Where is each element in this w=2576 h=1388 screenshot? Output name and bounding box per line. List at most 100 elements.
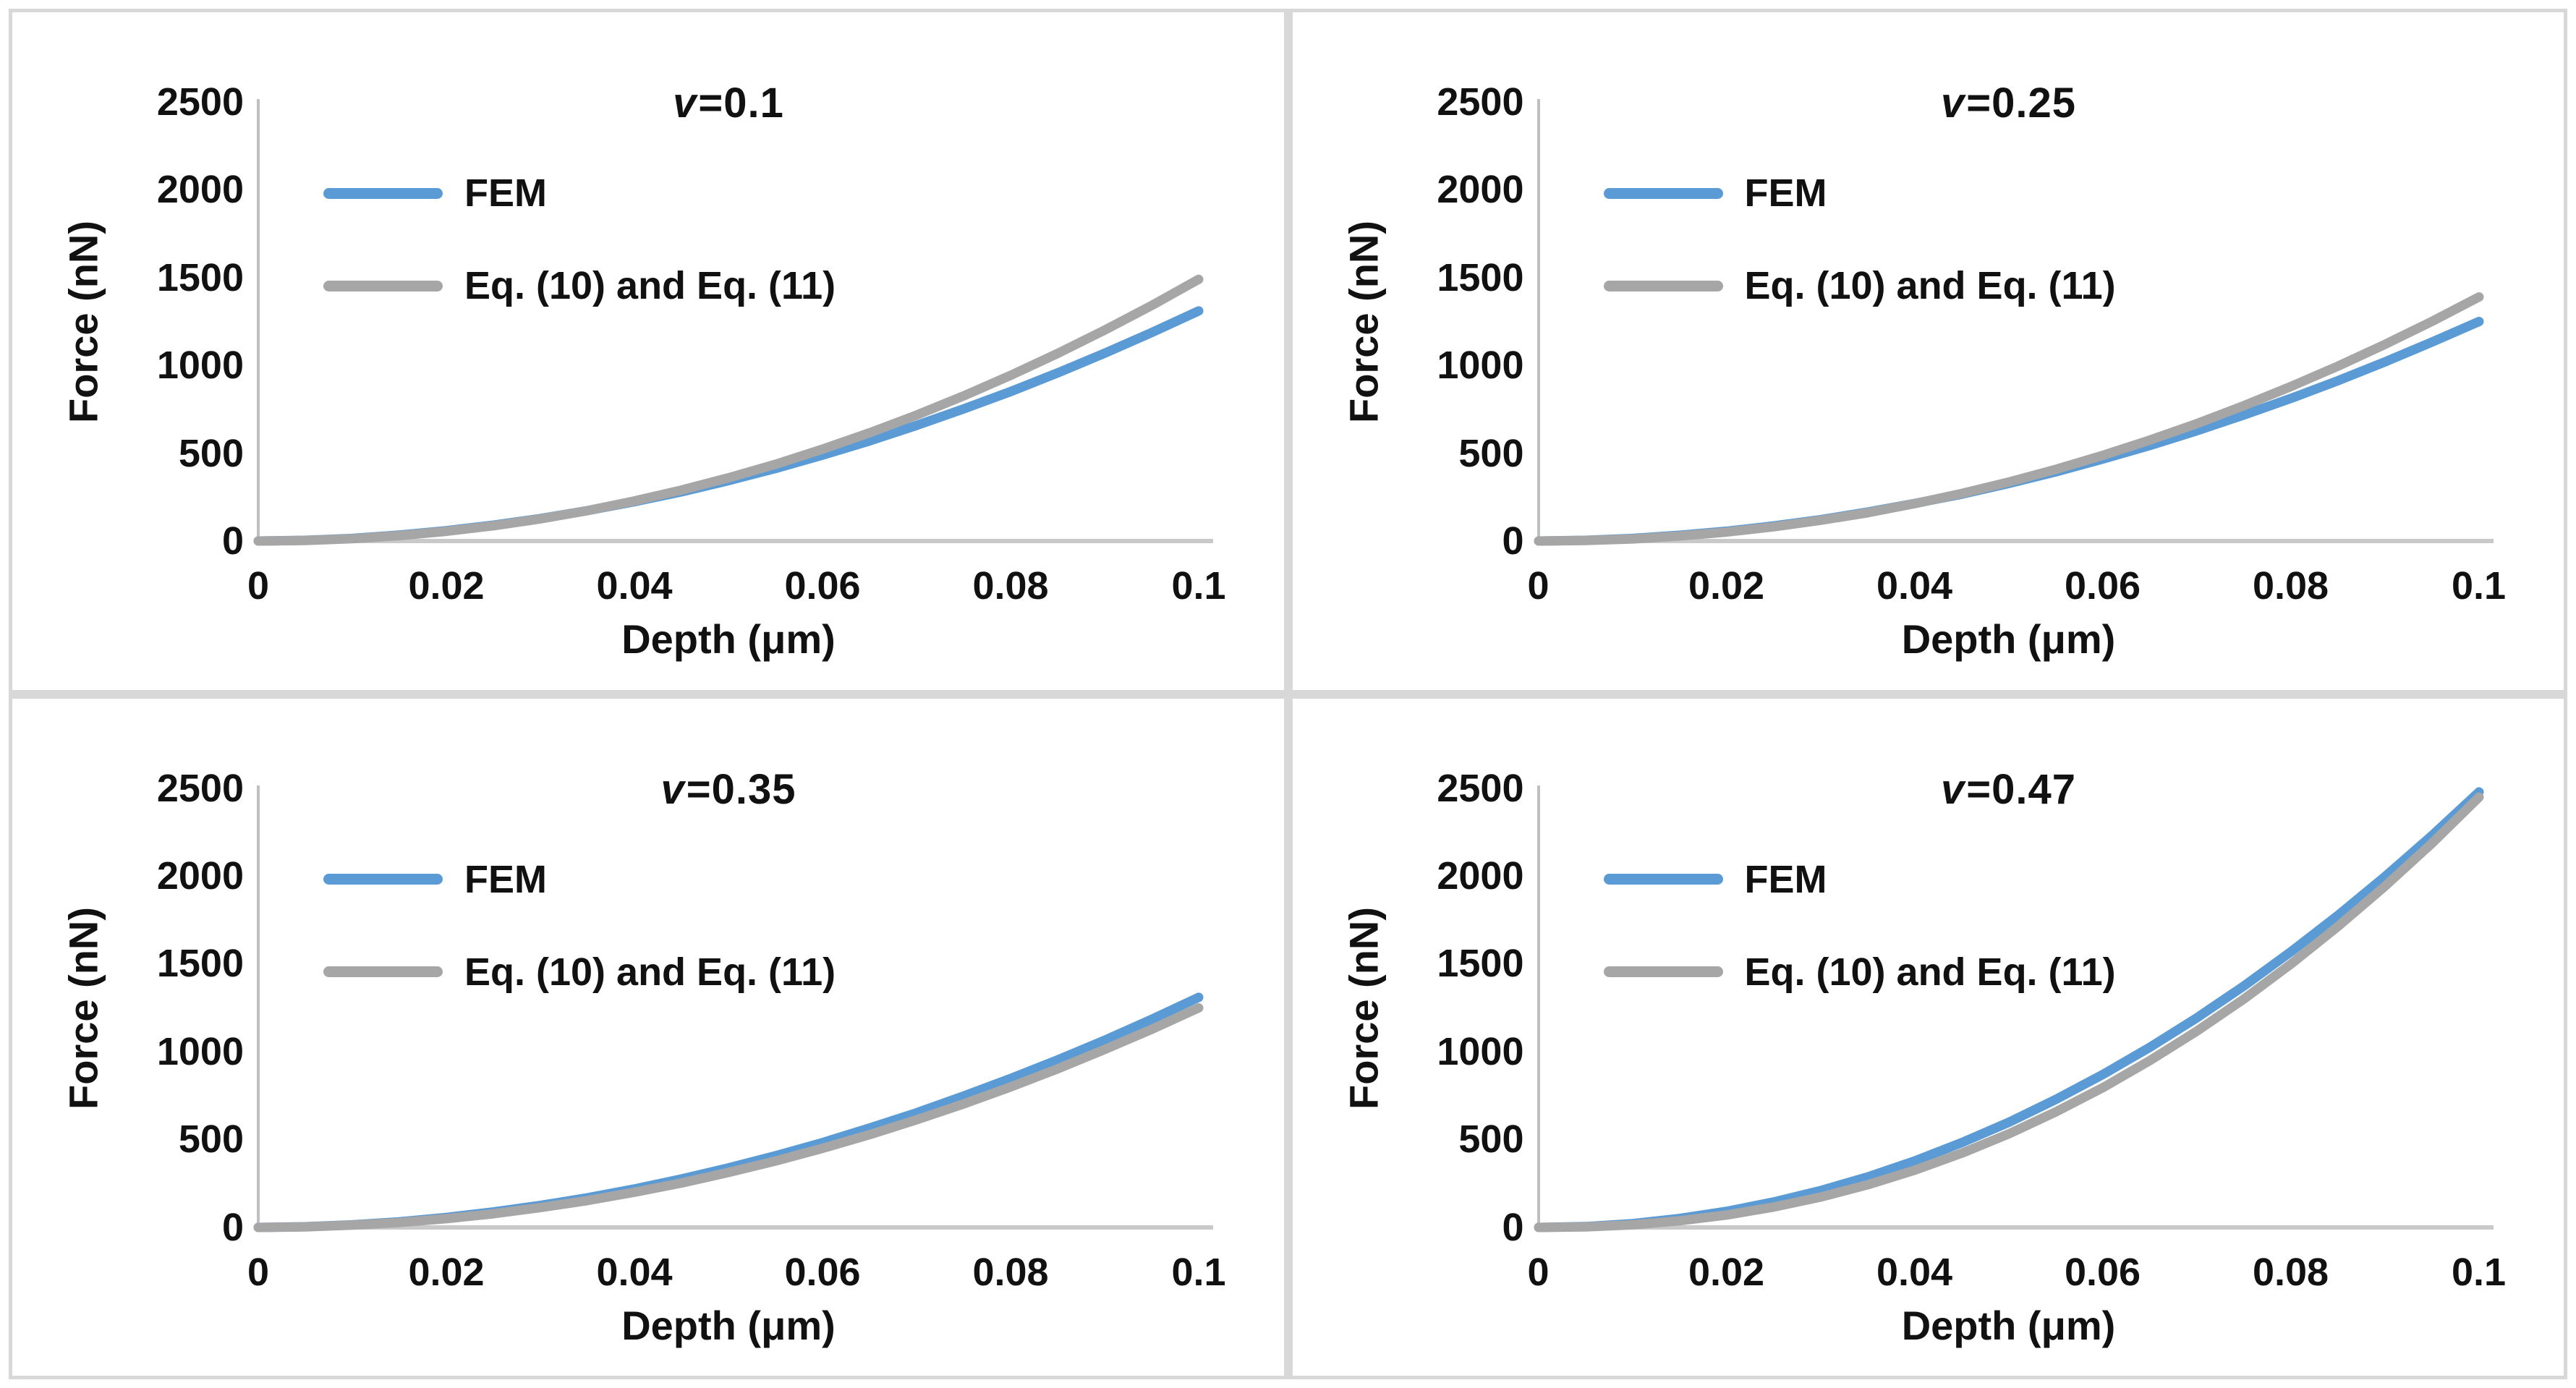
legend-label-fem: FEM — [464, 171, 547, 215]
figure-grid: v=0.1 Force (nN) FEM Eq. (10) and Eq. (1… — [9, 9, 2567, 1379]
x-tick-label: 0.02 — [1688, 1250, 1765, 1294]
legend: FEM Eq. (10) and Eq. (11) — [1539, 788, 2479, 1227]
chart-title-symbol: v — [1940, 765, 1965, 813]
chart-panel-v047: v=0.47 Force (nN) FEM Eq. (10) and Eq. (… — [1292, 698, 2564, 1376]
y-tick-label: 1500 — [1437, 255, 1524, 299]
y-tick-label: 2500 — [1437, 766, 1524, 810]
chart-title-value: =0.25 — [1966, 80, 2077, 127]
legend: FEM Eq. (10) and Eq. (11) — [258, 788, 1199, 1227]
y-tick-label: 2500 — [156, 80, 244, 124]
y-tick-label: 2000 — [156, 168, 244, 212]
y-tick-label: 1500 — [156, 942, 244, 986]
x-tick-label: 0.08 — [2252, 564, 2329, 608]
x-axis-title: Depth (μm) — [621, 616, 836, 662]
chart-title-value: =0.1 — [698, 80, 784, 127]
y-tick-label: 0 — [1502, 1205, 1524, 1249]
chart-title-value: =0.47 — [1966, 765, 2077, 813]
plot-area — [253, 99, 1213, 546]
x-tick-label: 0.1 — [2451, 564, 2507, 608]
legend-label-eq: Eq. (10) and Eq. (11) — [464, 950, 836, 994]
x-axis-title: Depth (μm) — [621, 1302, 836, 1348]
y-tick-label: 2000 — [1437, 168, 1524, 212]
y-tick-label: 2500 — [156, 766, 244, 810]
chart-title: v=0.35 — [258, 765, 1199, 814]
x-tick-label: 0.06 — [2064, 1250, 2141, 1294]
eq-line — [253, 274, 1204, 546]
y-tick-label: 1000 — [156, 344, 244, 388]
fem-line-swatch — [1603, 187, 1723, 199]
x-tick-label: 0.08 — [2252, 1250, 2329, 1294]
fem-line-swatch — [323, 187, 443, 199]
eq-line-swatch — [323, 280, 443, 291]
y-axis-title: Force (nN) — [1340, 221, 1386, 423]
x-tick-label: 0.1 — [1171, 1250, 1226, 1294]
x-tick-label: 0.08 — [972, 1250, 1049, 1294]
x-axis-title: Depth (μm) — [1901, 616, 2116, 662]
x-tick-label: 0.04 — [1876, 564, 1953, 608]
chart-title: v=0.25 — [1539, 79, 2479, 127]
y-tick-label: 1000 — [1437, 344, 1524, 388]
y-tick-label: 1000 — [156, 1029, 244, 1073]
legend-label-eq: Eq. (10) and Eq. (11) — [1744, 950, 2116, 994]
y-tick-label: 0 — [221, 1205, 244, 1249]
eq-line-swatch — [1603, 280, 1723, 291]
x-axis-title: Depth (μm) — [1901, 1302, 2116, 1348]
x-tick-label: 0.02 — [408, 1250, 485, 1294]
y-axis-title: Force (nN) — [60, 221, 106, 423]
legend-item-fem: FEM — [323, 857, 547, 902]
legend-label-eq: Eq. (10) and Eq. (11) — [1744, 264, 2116, 307]
chart-title-symbol: v — [673, 80, 697, 127]
legend-item-eq: Eq. (10) and Eq. (11) — [1603, 263, 2116, 308]
y-tick-label: 2000 — [1437, 853, 1524, 898]
eq-line — [1534, 292, 2483, 546]
x-tick-label: 0.06 — [784, 1250, 861, 1294]
x-tick-label: 0.04 — [596, 564, 673, 608]
y-axis-title: Force (nN) — [1340, 906, 1386, 1110]
x-tick-label: 0.02 — [408, 564, 485, 608]
fem-line-swatch — [1603, 874, 1723, 885]
x-tick-label: 0.06 — [2064, 564, 2141, 608]
x-tick-label: 0.1 — [2451, 1250, 2507, 1294]
chart-title: v=0.1 — [258, 79, 1199, 127]
chart-title-value: =0.35 — [686, 765, 796, 813]
y-tick-label: 2000 — [156, 853, 244, 898]
chart-title-symbol: v — [1940, 80, 1965, 127]
y-tick-label: 1000 — [1437, 1029, 1524, 1073]
x-tick-label: 0.04 — [1876, 1250, 1953, 1294]
x-tick-label: 0 — [1527, 564, 1550, 608]
legend-item-eq: Eq. (10) and Eq. (11) — [1603, 950, 2116, 995]
y-axis-title: Force (nN) — [60, 906, 106, 1110]
eq-line-swatch — [1603, 966, 1723, 977]
y-tick-label: 1500 — [1437, 942, 1524, 986]
chart-panel-v035: v=0.35 Force (nN) FEM Eq. (10) and Eq. (… — [12, 698, 1284, 1376]
x-tick-label: 0 — [247, 564, 270, 608]
y-tick-label: 1500 — [156, 255, 244, 299]
x-tick-label: 0.04 — [596, 1250, 673, 1294]
eq-line — [253, 1002, 1204, 1232]
chart-title-symbol: v — [660, 765, 685, 813]
legend-label-fem: FEM — [1744, 171, 1827, 215]
legend-label-eq: Eq. (10) and Eq. (11) — [464, 264, 836, 307]
x-tick-label: 0 — [1527, 1250, 1550, 1294]
legend-item-fem: FEM — [1603, 857, 1827, 902]
chart-title: v=0.47 — [1539, 765, 2479, 814]
y-tick-label: 0 — [221, 519, 244, 563]
x-tick-label: 0 — [247, 1250, 270, 1294]
y-tick-label: 500 — [178, 1117, 244, 1162]
chart-panel-v01: v=0.1 Force (nN) FEM Eq. (10) and Eq. (1… — [12, 12, 1284, 690]
chart-panel-v025: v=0.25 Force (nN) FEM Eq. (10) and Eq. (… — [1292, 12, 2564, 690]
plot-area — [253, 785, 1213, 1232]
x-tick-label: 0.1 — [1171, 564, 1226, 608]
plot-area — [1534, 785, 2494, 1232]
eq-line-swatch — [323, 966, 443, 977]
plot-area — [1534, 99, 2494, 546]
legend-label-fem: FEM — [464, 857, 547, 901]
eq-line — [1534, 792, 2483, 1232]
fem-line-swatch — [323, 874, 443, 885]
x-tick-label: 0.02 — [1688, 564, 1765, 608]
legend-label-fem: FEM — [1744, 857, 1827, 901]
x-tick-label: 0.08 — [972, 564, 1049, 608]
legend: FEM Eq. (10) and Eq. (11) — [258, 102, 1199, 541]
legend-item-eq: Eq. (10) and Eq. (11) — [323, 950, 836, 995]
x-tick-label: 0.06 — [784, 564, 861, 608]
